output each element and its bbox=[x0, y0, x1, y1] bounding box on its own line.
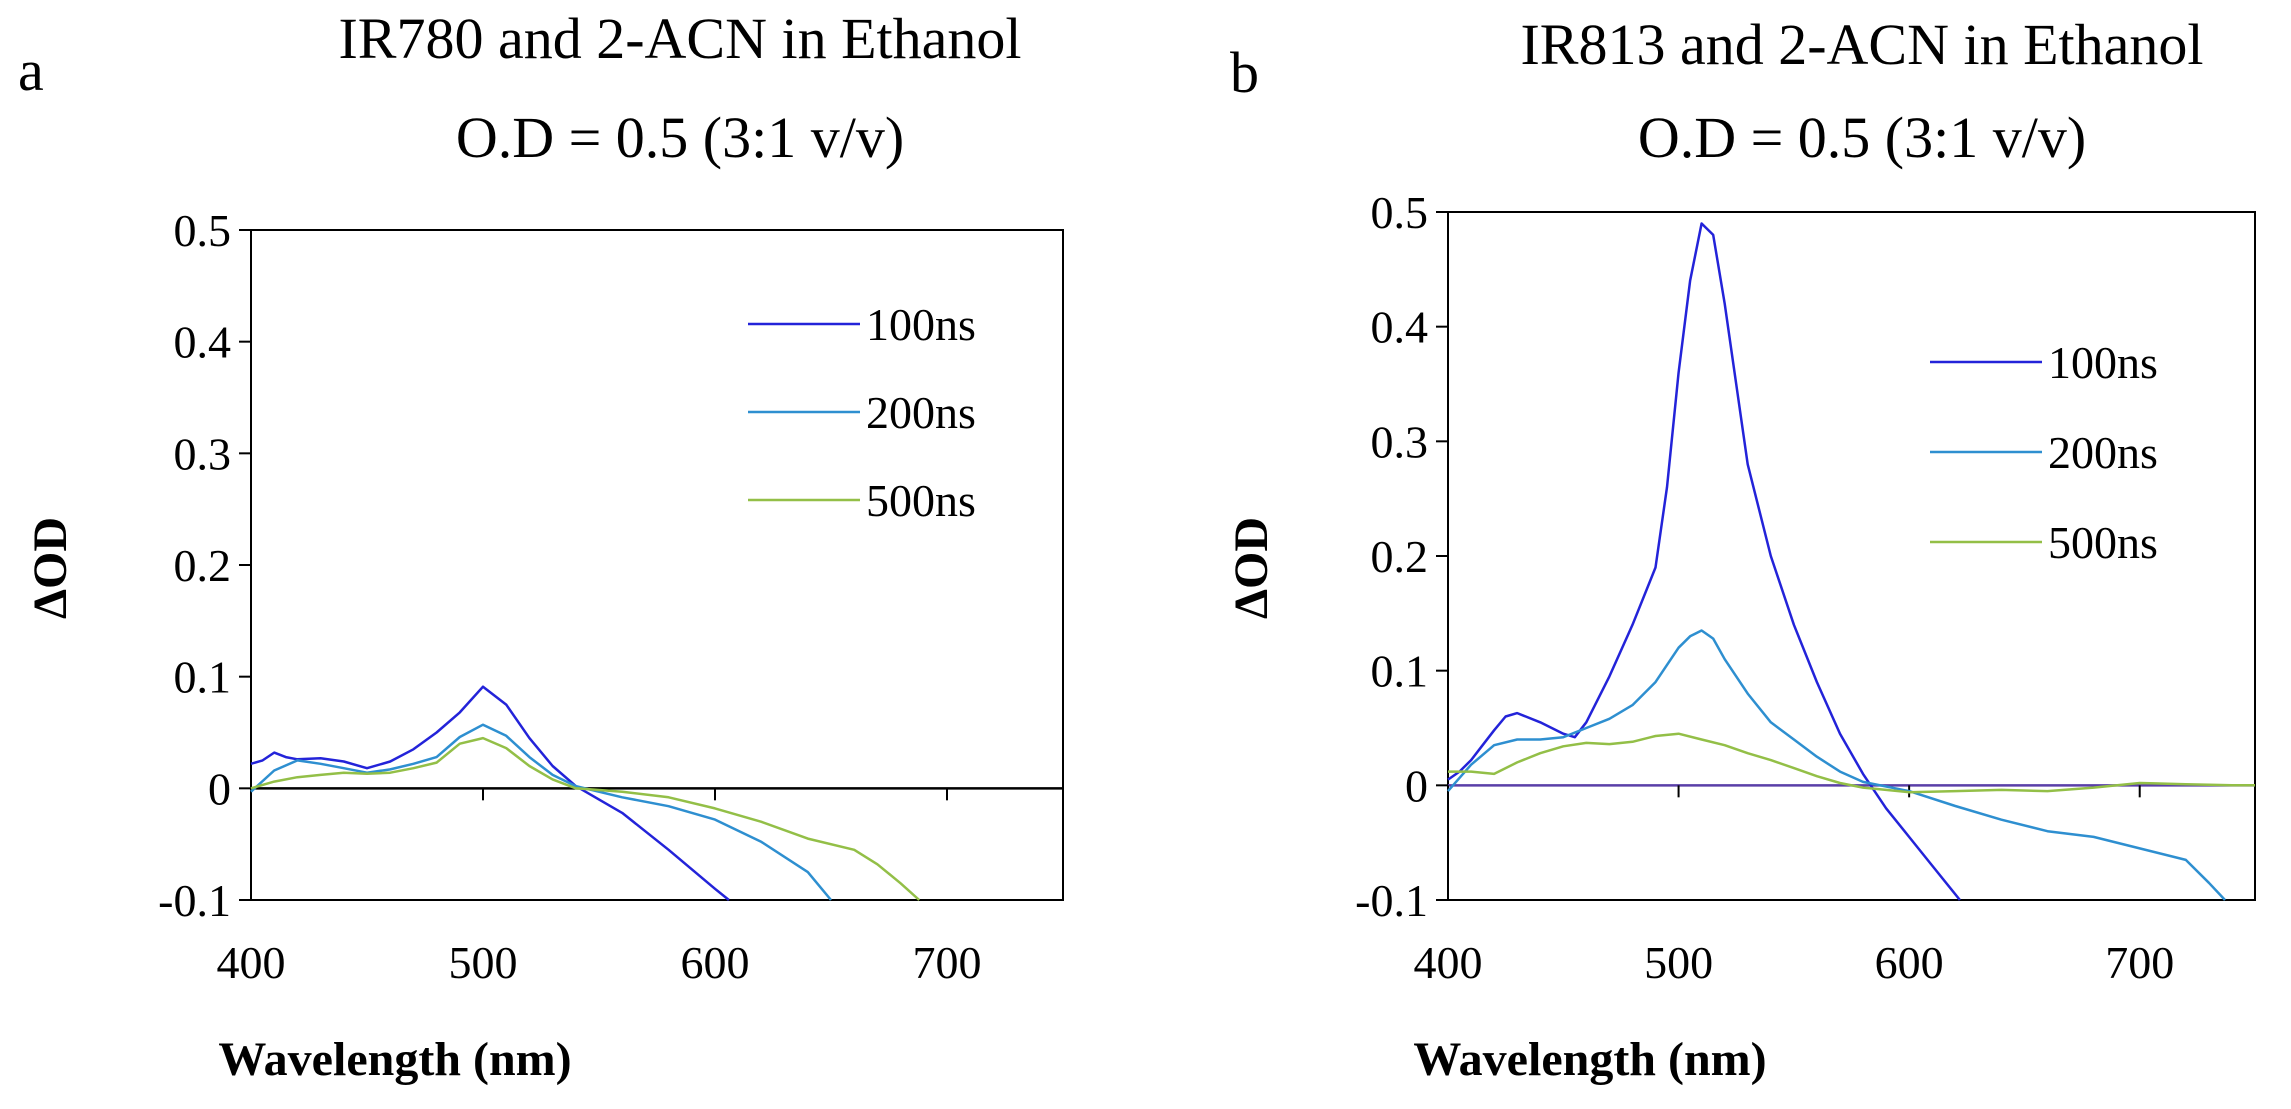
series-line-100ns bbox=[1447, 222, 1961, 901]
y-tick-label: 0 bbox=[208, 763, 231, 814]
y-tick-label: 0.5 bbox=[174, 205, 232, 256]
y-tick-label: 0 bbox=[1405, 760, 1428, 811]
chart-title: IR780 and 2-ACN in Ethanol bbox=[338, 6, 1021, 71]
series-line-200ns bbox=[1447, 629, 2226, 901]
chart-panel-b: b IR813 and 2-ACN in Ethanol O.D = 0.5 (… bbox=[1225, 12, 2256, 1086]
y-tick-label: 0.1 bbox=[174, 652, 232, 703]
legend-label: 100ns bbox=[2048, 337, 2158, 388]
series-line-200ns bbox=[250, 723, 832, 901]
y-tick-label: 0.3 bbox=[174, 428, 232, 479]
x-tick-label: 500 bbox=[1644, 937, 1713, 988]
y-axis-label: ΔOD bbox=[24, 517, 77, 619]
legend-label: 200ns bbox=[866, 387, 976, 438]
y-tick-label: -0.1 bbox=[1355, 875, 1428, 926]
y-tick-label: 0.2 bbox=[174, 540, 232, 591]
y-tick-label: 0.4 bbox=[1371, 302, 1429, 353]
x-tick-label: 700 bbox=[913, 937, 982, 988]
chart-title: IR813 and 2-ACN in Ethanol bbox=[1520, 12, 2203, 77]
y-tick-label: 0.3 bbox=[1371, 416, 1429, 467]
legend-label: 500ns bbox=[2048, 517, 2158, 568]
chart-subtitle: O.D = 0.5 (3:1 v/v) bbox=[456, 105, 904, 170]
y-tick-label: 0.4 bbox=[174, 317, 232, 368]
x-tick-label: 700 bbox=[2105, 937, 2174, 988]
x-tick-label: 400 bbox=[217, 937, 286, 988]
legend-label: 100ns bbox=[866, 299, 976, 350]
x-axis-label: Wavelength (nm) bbox=[1413, 1033, 1766, 1086]
series-line-500ns bbox=[1448, 732, 2255, 794]
legend-label: 200ns bbox=[2048, 427, 2158, 478]
panel-label: a bbox=[18, 38, 44, 103]
series-line-500ns bbox=[250, 736, 921, 901]
x-tick-label: 400 bbox=[1414, 937, 1483, 988]
y-tick-label: 0.2 bbox=[1371, 531, 1429, 582]
y-axis-label: ΔOD bbox=[1225, 517, 1278, 619]
panel-label: b bbox=[1230, 40, 1259, 105]
x-axis-label: Wavelength (nm) bbox=[218, 1033, 571, 1086]
chart-subtitle: O.D = 0.5 (3:1 v/v) bbox=[1638, 105, 2086, 170]
y-tick-label: 0.1 bbox=[1371, 646, 1429, 697]
legend-label: 500ns bbox=[866, 475, 976, 526]
chart-panel-a: a IR780 and 2-ACN in Ethanol O.D = 0.5 (… bbox=[18, 6, 1064, 1086]
x-tick-label: 600 bbox=[681, 937, 750, 988]
x-tick-label: 600 bbox=[1875, 937, 1944, 988]
y-tick-label: -0.1 bbox=[158, 875, 231, 926]
series-line-100ns bbox=[250, 685, 730, 901]
x-tick-label: 500 bbox=[449, 937, 518, 988]
y-tick-label: 0.5 bbox=[1371, 187, 1429, 238]
